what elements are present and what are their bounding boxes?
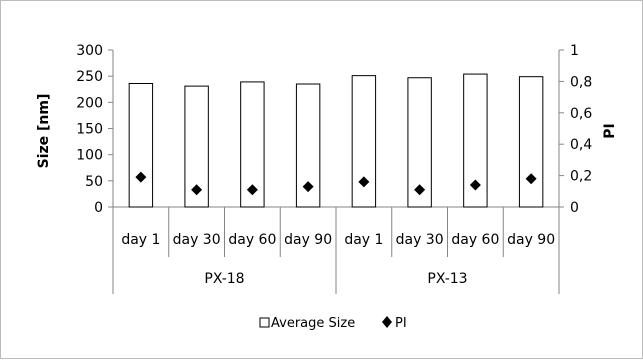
y-tick-label: 0 <box>94 200 103 216</box>
y2-tick-label: 0,6 <box>570 106 592 122</box>
group-label: PX-13 <box>427 271 467 287</box>
category-label: day 60 <box>451 232 499 248</box>
bar-average-size <box>128 82 154 208</box>
legend-label-pi: PI <box>395 316 407 331</box>
bar-average-size <box>184 85 209 208</box>
y-tick-label: 100 <box>76 148 103 164</box>
y2-tick-label: 0 <box>570 200 579 216</box>
y2-axis-title: PI <box>602 123 618 138</box>
legend-pi-marker <box>382 316 392 328</box>
y-tick-label: 50 <box>85 174 103 190</box>
y-tick-label: 150 <box>76 122 103 138</box>
bar-average-size <box>518 76 544 208</box>
y2-tick-label: 0,8 <box>570 74 592 90</box>
marker-pi <box>191 184 203 196</box>
y-tick-label: 300 <box>76 43 103 59</box>
category-label: day 90 <box>284 232 332 248</box>
category-label: day 1 <box>121 232 160 248</box>
legend-bar-swatch <box>259 317 270 328</box>
marker-pi <box>246 184 258 196</box>
bar-average-size <box>463 73 488 208</box>
marker-pi <box>469 179 481 191</box>
marker-pi <box>414 184 426 196</box>
bar-average-size <box>407 77 432 208</box>
legend: Average Size PI <box>259 316 407 331</box>
marker-pi <box>302 181 314 193</box>
y2-tick-label: 0,2 <box>570 169 592 185</box>
y2-tick-label: 0,4 <box>570 137 592 153</box>
y2-tick-label: 1 <box>570 43 579 59</box>
marker-pi <box>358 176 370 188</box>
y-tick-label: 250 <box>76 69 103 85</box>
category-label: day 30 <box>396 232 444 248</box>
marker-pi <box>525 173 537 185</box>
category-label: day 60 <box>228 232 276 248</box>
legend-label-average-size: Average Size <box>271 316 355 331</box>
category-label: day 30 <box>173 232 221 248</box>
y-axis-title: Size [nm] <box>36 94 52 169</box>
y-tick-label: 200 <box>76 95 103 111</box>
marker-pi <box>135 171 147 183</box>
group-label: PX-18 <box>204 271 244 287</box>
bar-average-size <box>351 75 377 208</box>
bar-average-size <box>240 81 265 208</box>
bar-average-size <box>295 83 321 208</box>
category-label: day 1 <box>344 232 383 248</box>
category-label: day 90 <box>507 232 555 248</box>
